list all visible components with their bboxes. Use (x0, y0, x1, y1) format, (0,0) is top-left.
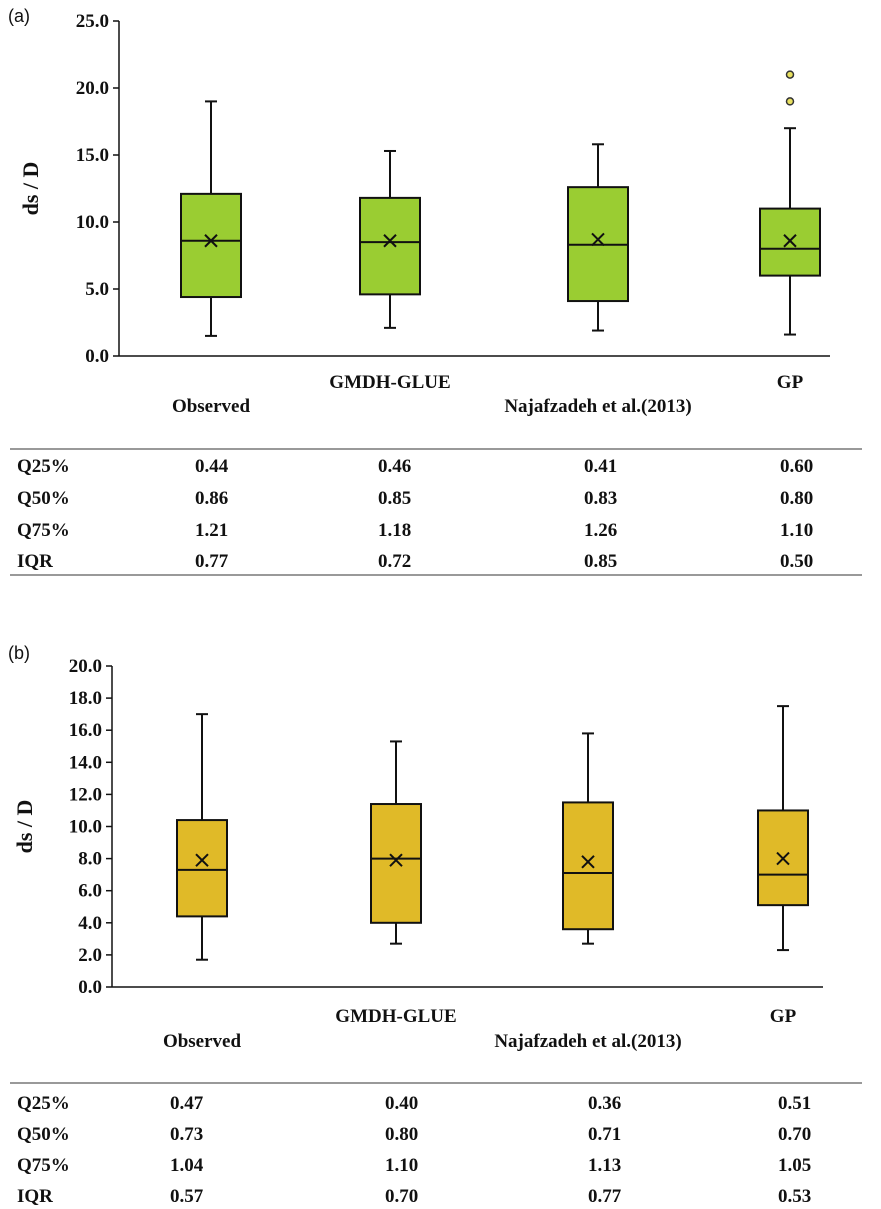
y-tick-label: 12.0 (69, 784, 102, 805)
table-cell: 0.85 (584, 551, 617, 572)
panel-label: (b) (8, 643, 30, 663)
table-cell: 0.44 (195, 456, 229, 477)
box-0 (180, 100, 242, 337)
chart-panel-b: (b) 0.0 2.0 4.0 6.0 8.0 10.0 12.0 14.0 16.0 18.0 20… (8, 643, 862, 1207)
box-3 (757, 705, 809, 952)
table-cell: 1.18 (378, 520, 411, 541)
y-tick-label: 16.0 (69, 720, 102, 741)
y-tick-label: 15.0 (76, 145, 109, 166)
category-label: GMDH-GLUE (329, 372, 450, 393)
y-tick-label: 25.0 (76, 11, 109, 32)
table-cell: 0.85 (378, 488, 411, 509)
mean-marker (591, 232, 605, 247)
category-label: Najafzadeh et al.(2013) (494, 1031, 681, 1052)
y-axis-label: ds / D (12, 800, 37, 854)
category-label: Observed (163, 1031, 242, 1052)
table-cell: 1.21 (195, 520, 228, 541)
table-cell: 0.46 (378, 456, 411, 477)
iqr-box (176, 819, 228, 918)
table-cell: 0.60 (780, 456, 813, 477)
y-tick-label: 14.0 (69, 752, 102, 773)
table-cell: 0.47 (170, 1093, 204, 1114)
category-label: Najafzadeh et al.(2013) (504, 396, 691, 417)
y-tick-label: 0.0 (78, 977, 102, 998)
outlier-point (785, 70, 795, 79)
mean-marker (383, 234, 397, 248)
mean-marker (776, 851, 790, 866)
table-row-label: Q75% (17, 520, 70, 541)
table-row-label: Q50% (17, 1124, 70, 1145)
iqr-box (359, 196, 421, 296)
mean-marker (195, 853, 209, 867)
table-cell: 1.04 (170, 1155, 204, 1176)
box-3 (759, 70, 821, 336)
table-cell: 0.40 (385, 1093, 418, 1114)
table-row-label: Q25% (17, 1093, 70, 1114)
category-label: GP (770, 1006, 797, 1027)
table-cell: 0.80 (780, 488, 813, 509)
category-label: GP (777, 372, 804, 393)
mean-marker (204, 234, 218, 248)
table-cell: 0.80 (385, 1124, 418, 1145)
table-cell: 0.77 (588, 1186, 622, 1207)
table-cell: 0.50 (780, 551, 813, 572)
y-tick-label: 20.0 (69, 656, 102, 677)
y-tick-label: 8.0 (78, 849, 102, 870)
table-cell: 0.71 (588, 1124, 621, 1145)
table-cell: 0.57 (170, 1186, 204, 1207)
box-1 (359, 149, 421, 329)
y-tick-label: 0.0 (85, 346, 109, 367)
table-row-label: Q25% (17, 456, 70, 477)
mean-marker (783, 234, 797, 248)
table-cell: 0.70 (385, 1186, 418, 1207)
mean-marker (581, 855, 595, 869)
y-tick-label: 5.0 (85, 279, 109, 300)
category-label: GMDH-GLUE (335, 1006, 456, 1027)
box-2 (562, 732, 614, 945)
table-cell: 1.10 (385, 1155, 418, 1176)
iqr-box (562, 801, 614, 931)
box-0 (176, 713, 228, 961)
mean-marker (389, 853, 403, 867)
stats-table: Q25% 0.44 0.46 0.41 0.60 Q50% 0.86 0.85 0.83 0.80… (10, 448, 862, 576)
box-2 (567, 143, 629, 332)
y-tick-label: 10.0 (76, 212, 109, 233)
panel-label: (a) (8, 6, 30, 26)
table-cell: 1.13 (588, 1155, 621, 1176)
table-cell: 0.83 (584, 488, 617, 509)
table-cell: 0.77 (195, 551, 229, 572)
table-cell: 0.53 (778, 1186, 811, 1207)
box-1 (370, 740, 422, 945)
table-row-label: IQR (17, 1186, 53, 1207)
stats-table: Q25% 0.47 0.40 0.36 0.51 Q50% 0.73 0.80 0.71 0.70… (10, 1082, 862, 1207)
y-tick-label: 20.0 (76, 78, 109, 99)
table-cell: 0.41 (584, 456, 617, 477)
y-tick-label: 10.0 (69, 817, 102, 838)
table-row-label: Q75% (17, 1155, 70, 1176)
iqr-box (180, 192, 242, 299)
y-tick-label: 2.0 (78, 945, 102, 966)
table-cell: 0.86 (195, 488, 228, 509)
y-tick-label: 4.0 (78, 913, 102, 934)
category-label: Observed (172, 396, 251, 417)
table-cell: 1.10 (780, 520, 813, 541)
table-cell: 0.73 (170, 1124, 203, 1145)
outlier-point (785, 97, 795, 106)
y-tick-label: 6.0 (78, 881, 102, 902)
table-row-label: IQR (17, 551, 53, 572)
chart-panel-a: (a) 0.0 5.0 10.0 15.0 20.0 25.0 ds / D Observed G… (8, 6, 862, 576)
table-cell: 1.26 (584, 520, 617, 541)
y-axis-label: ds / D (18, 162, 43, 216)
table-row-label: Q50% (17, 488, 70, 509)
iqr-box (370, 803, 422, 924)
y-tick-label: 18.0 (69, 688, 102, 709)
table-cell: 0.72 (378, 551, 411, 572)
table-cell: 0.70 (778, 1124, 811, 1145)
table-cell: 1.05 (778, 1155, 811, 1176)
table-cell: 0.51 (778, 1093, 811, 1114)
table-cell: 0.36 (588, 1093, 621, 1114)
